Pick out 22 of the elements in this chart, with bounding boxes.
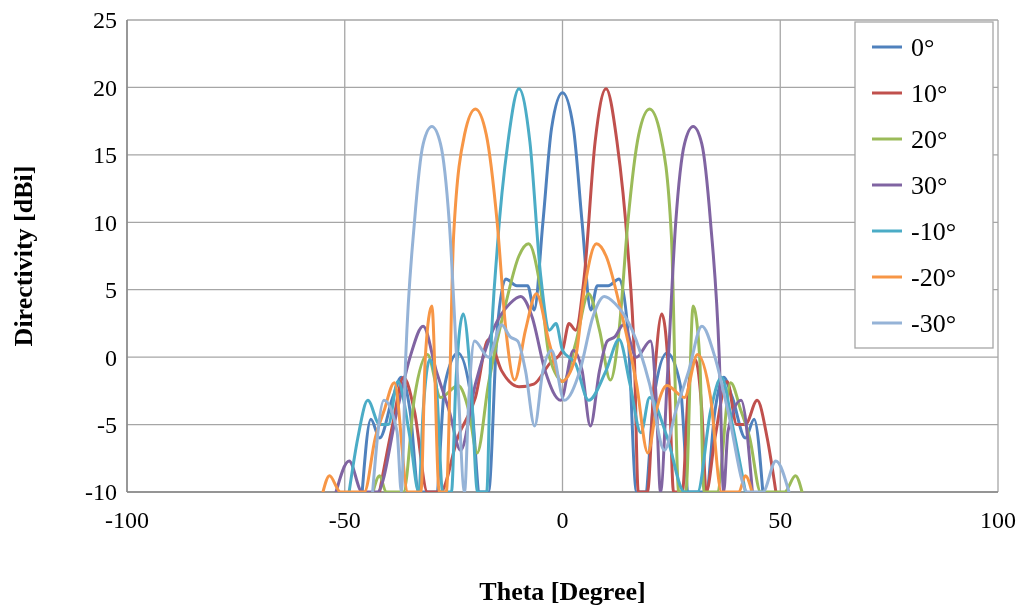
x-tick-label: 50: [768, 507, 793, 533]
y-tick-label: -10: [85, 479, 117, 506]
legend-label: -30°: [911, 309, 957, 339]
y-tick-label: 5: [105, 277, 117, 304]
legend-label: 30°: [911, 171, 948, 201]
x-tick-label: -100: [105, 507, 149, 533]
x-tick-label: 100: [980, 507, 1016, 533]
legend-label: 0°: [911, 33, 935, 63]
x-tick-label: -50: [328, 507, 361, 533]
y-tick-label: 20: [93, 74, 117, 101]
y-tick-label: -5: [97, 411, 117, 438]
y-tick-label: 25: [93, 7, 117, 34]
y-tick-label: 15: [93, 142, 117, 169]
y-tick-label: 10: [93, 209, 117, 236]
x-tick-label: 0: [556, 507, 569, 533]
legend-label: 20°: [911, 125, 948, 155]
x-axis-title: Theta [Degree]: [479, 577, 646, 606]
y-tick-label: 0: [105, 344, 117, 371]
y-axis-title: Directivity [dBi]: [9, 165, 38, 347]
legend-label: -20°: [911, 263, 957, 293]
legend-label: -10°: [911, 217, 957, 247]
legend-label: 10°: [911, 79, 948, 109]
